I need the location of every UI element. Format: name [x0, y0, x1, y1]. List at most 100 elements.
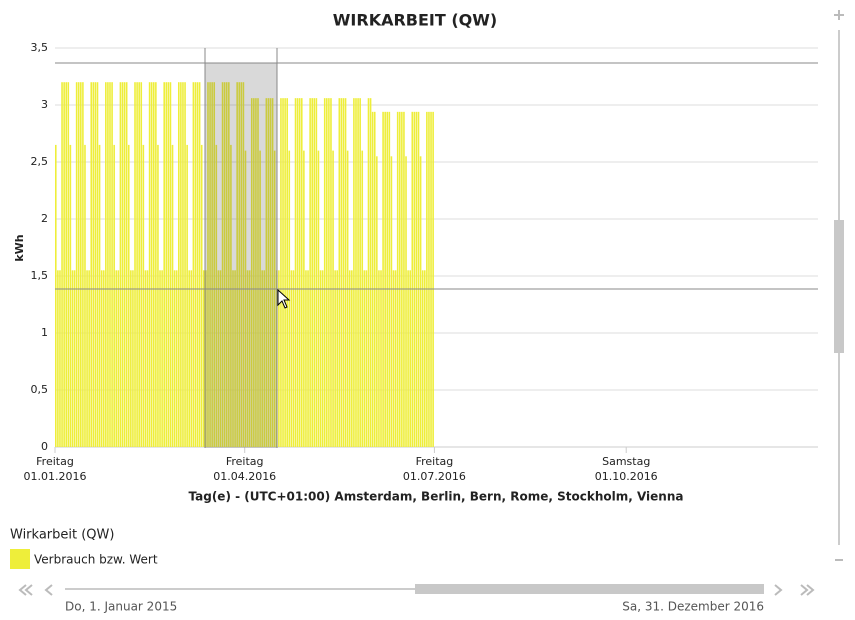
bar	[265, 98, 268, 447]
bar	[165, 82, 168, 447]
bar	[428, 111, 430, 447]
legend-swatch[interactable]	[10, 549, 30, 569]
bar	[371, 111, 374, 447]
bar	[107, 82, 109, 447]
nav-first[interactable]	[18, 584, 33, 596]
bar	[215, 144, 218, 447]
bar	[169, 82, 172, 447]
bar	[175, 270, 178, 447]
bar	[71, 270, 74, 447]
bar	[365, 270, 368, 447]
legend-label[interactable]: Verbrauch bzw. Wert	[34, 553, 158, 567]
bar	[415, 111, 418, 447]
bar	[403, 111, 405, 447]
bar	[67, 82, 70, 447]
bar	[111, 82, 113, 447]
bar	[417, 111, 420, 447]
bar	[77, 82, 80, 447]
bar	[340, 98, 343, 447]
bar	[96, 82, 99, 447]
x-tick-label: 01.07.2016	[403, 470, 466, 483]
nav-end: Sa, 31. Dezember 2016	[622, 600, 764, 614]
bar	[246, 270, 249, 447]
bar	[230, 144, 232, 447]
bar	[388, 111, 391, 447]
bar	[209, 82, 211, 447]
x-tick-weekday: Samstag	[602, 455, 650, 468]
bar	[194, 82, 197, 447]
y-tick-label: 3	[41, 98, 48, 111]
bar	[177, 82, 180, 447]
bar	[392, 270, 395, 447]
bar	[173, 270, 176, 447]
bar	[238, 82, 241, 447]
bar	[296, 98, 299, 447]
bar	[109, 82, 111, 447]
bar	[86, 270, 88, 447]
bar	[303, 150, 305, 447]
bar	[244, 150, 247, 447]
bar	[396, 111, 399, 447]
y-tick-label: 0,5	[31, 383, 49, 396]
bar	[213, 82, 216, 447]
bar	[92, 82, 95, 447]
bar	[411, 111, 414, 447]
bar	[398, 111, 401, 447]
nav-last[interactable]	[800, 584, 815, 596]
bar	[355, 98, 357, 447]
bar	[300, 98, 303, 447]
bar	[373, 111, 376, 447]
y-tick-label: 0	[41, 440, 48, 453]
bar	[155, 82, 157, 447]
bar	[288, 150, 291, 447]
bar	[382, 111, 384, 447]
nav-thumb[interactable]	[415, 584, 764, 594]
bar	[82, 82, 84, 447]
bar	[261, 270, 263, 447]
bar	[136, 82, 138, 447]
bar	[280, 98, 282, 447]
bar	[294, 98, 297, 447]
bar	[361, 150, 364, 447]
bar	[319, 270, 322, 447]
bar	[332, 150, 334, 447]
bar	[159, 270, 161, 447]
bar	[232, 270, 234, 447]
bar	[188, 270, 191, 447]
bar	[167, 82, 170, 447]
bar	[115, 270, 118, 447]
bar	[94, 82, 97, 447]
bar	[311, 98, 314, 447]
bar	[348, 270, 351, 447]
bar	[75, 82, 78, 447]
bar	[69, 144, 72, 447]
bar	[419, 156, 422, 448]
bar	[271, 98, 274, 447]
bar	[152, 82, 155, 447]
bar	[59, 270, 61, 447]
bar	[119, 82, 122, 447]
bar	[130, 270, 132, 447]
bar	[413, 111, 416, 447]
nav-prev[interactable]	[44, 584, 53, 596]
cursor	[277, 288, 291, 309]
bar	[336, 270, 339, 447]
scroll-thumb[interactable]	[834, 220, 844, 353]
bar	[257, 98, 259, 447]
bar	[140, 82, 143, 447]
bar	[426, 111, 428, 447]
bar	[342, 98, 345, 447]
bar	[307, 270, 309, 447]
bar	[328, 98, 330, 447]
bar	[219, 270, 222, 447]
nav-next[interactable]	[774, 584, 783, 596]
zoom-in[interactable]	[834, 10, 844, 20]
bar	[102, 270, 105, 447]
bar	[157, 144, 159, 447]
bar	[144, 270, 147, 447]
bar	[259, 150, 261, 447]
bar	[390, 156, 393, 448]
bar	[196, 82, 199, 447]
bar	[200, 144, 203, 447]
